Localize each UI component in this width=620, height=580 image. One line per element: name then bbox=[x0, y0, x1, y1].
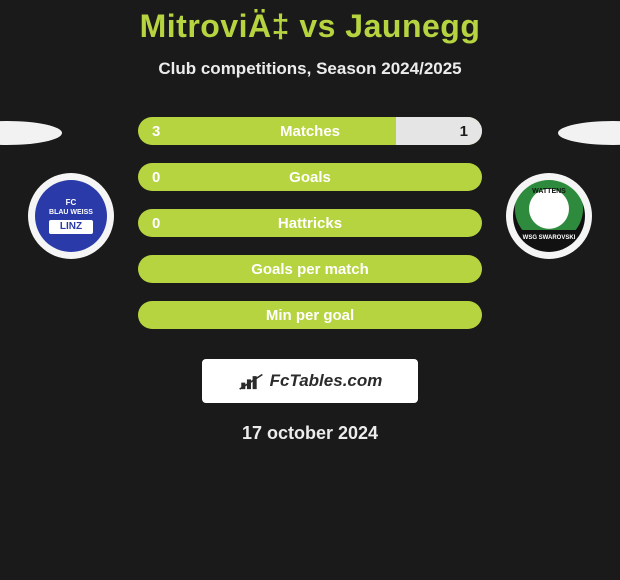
club-badge-right[interactable]: WATTENS WSG SWAROVSKI bbox=[506, 173, 592, 259]
stat-row: 0Hattricks bbox=[138, 209, 482, 237]
stat-left-value: 0 bbox=[152, 215, 160, 232]
stat-right-value: 1 bbox=[460, 123, 468, 140]
stat-row: 3Matches1 bbox=[138, 117, 482, 145]
club-badge-left-inner: FC BLAU WEISS LINZ bbox=[35, 180, 107, 252]
club-left-line3: LINZ bbox=[49, 220, 93, 234]
main-area: FC BLAU WEISS LINZ WATTENS WSG SWAROVSKI… bbox=[0, 109, 620, 349]
page-title: MitroviÄ‡ vs Jaunegg bbox=[0, 0, 620, 45]
watermark-text: FcTables.com bbox=[270, 371, 383, 391]
stat-left-value: 0 bbox=[152, 169, 160, 186]
club-badge-left[interactable]: FC BLAU WEISS LINZ bbox=[28, 173, 114, 259]
subtitle: Club competitions, Season 2024/2025 bbox=[0, 59, 620, 79]
club-right-line2: WSG SWAROVSKI bbox=[519, 230, 579, 246]
stat-label: Min per goal bbox=[138, 307, 482, 324]
club-right-line1: WATTENS bbox=[532, 188, 566, 195]
right-country-ellipse bbox=[558, 121, 620, 145]
stat-row: 0Goals bbox=[138, 163, 482, 191]
club-badge-right-inner: WATTENS WSG SWAROVSKI bbox=[513, 180, 585, 252]
stat-label: Goals per match bbox=[138, 261, 482, 278]
stat-right-fill: 1 bbox=[396, 117, 482, 145]
comparison-widget: MitroviÄ‡ vs Jaunegg Club competitions, … bbox=[0, 0, 620, 440]
watermark-badge[interactable]: FcTables.com bbox=[202, 359, 418, 403]
date-label: 17 october 2024 bbox=[0, 423, 620, 444]
left-country-ellipse bbox=[0, 121, 62, 145]
stat-label: Hattricks bbox=[138, 215, 482, 232]
club-left-line1: FC bbox=[66, 199, 77, 207]
stat-left-value: 3 bbox=[152, 123, 160, 140]
bars-icon bbox=[238, 370, 264, 392]
stat-row: Goals per match bbox=[138, 255, 482, 283]
stat-bars: 3Matches10Goals0HattricksGoals per match… bbox=[138, 117, 482, 329]
stat-label: Goals bbox=[138, 169, 482, 186]
club-left-line2: BLAU WEISS bbox=[49, 209, 93, 216]
stat-row: Min per goal bbox=[138, 301, 482, 329]
